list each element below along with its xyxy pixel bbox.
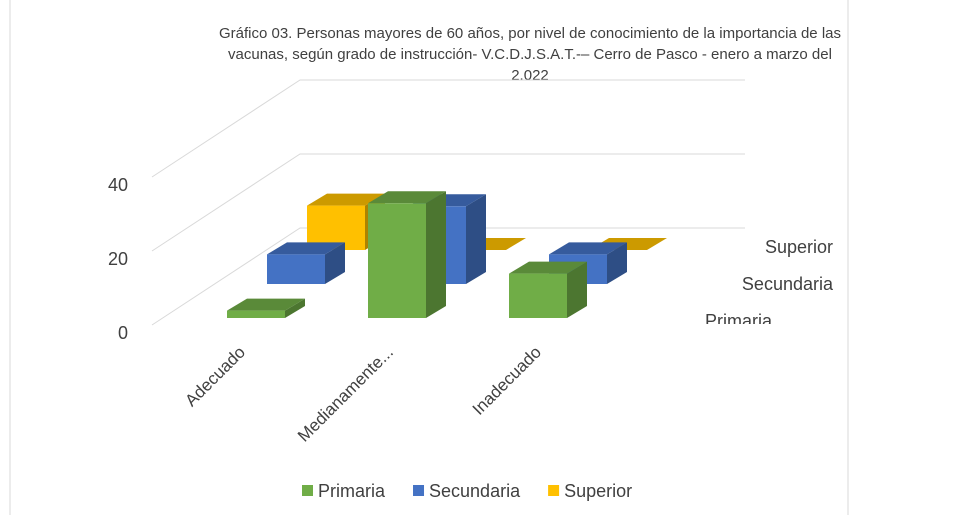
grid-line bbox=[151, 79, 745, 178]
legend-label: Superior bbox=[564, 481, 632, 501]
bar-front bbox=[509, 273, 567, 318]
legend-swatch bbox=[302, 485, 313, 496]
depth-label: Primaria bbox=[705, 311, 773, 331]
y-tick-label: 0 bbox=[118, 323, 128, 343]
bar bbox=[368, 191, 446, 318]
bar-side bbox=[466, 194, 486, 284]
legend-swatch bbox=[413, 485, 425, 496]
depth-label: Superior bbox=[765, 237, 833, 257]
bar bbox=[509, 261, 587, 318]
bar-top bbox=[267, 242, 345, 255]
y-tick-label: 40 bbox=[108, 175, 128, 195]
legend-label: Primaria bbox=[318, 481, 386, 501]
x-tick-label: Inadecuado bbox=[469, 343, 545, 419]
bar-front bbox=[267, 254, 325, 284]
bar-front bbox=[368, 203, 426, 318]
x-tick-label: Adecuado bbox=[181, 343, 249, 411]
legend-swatch bbox=[548, 485, 560, 496]
bar-top bbox=[307, 193, 385, 206]
bar-side bbox=[567, 261, 587, 318]
bar-side bbox=[325, 242, 345, 284]
grid-line bbox=[151, 227, 745, 326]
bar bbox=[267, 242, 345, 284]
bar-side bbox=[607, 242, 627, 284]
bar-top bbox=[227, 298, 305, 311]
chart-title: Gráfico 03. Personas mayores de 60 años,… bbox=[219, 25, 841, 84]
y-tick-label: 20 bbox=[108, 249, 128, 269]
bar-side bbox=[285, 298, 305, 318]
bar bbox=[227, 298, 305, 318]
x-tick-label: Medianamente... bbox=[294, 343, 397, 446]
grid-line bbox=[151, 153, 745, 252]
depth-label: Secundaria bbox=[742, 274, 834, 294]
bar-top bbox=[509, 261, 587, 274]
bar-front bbox=[227, 310, 285, 318]
bar-side bbox=[426, 191, 446, 318]
bar-top bbox=[368, 191, 446, 204]
bar-top bbox=[549, 242, 627, 255]
legend-label: Secundaria bbox=[429, 481, 521, 501]
